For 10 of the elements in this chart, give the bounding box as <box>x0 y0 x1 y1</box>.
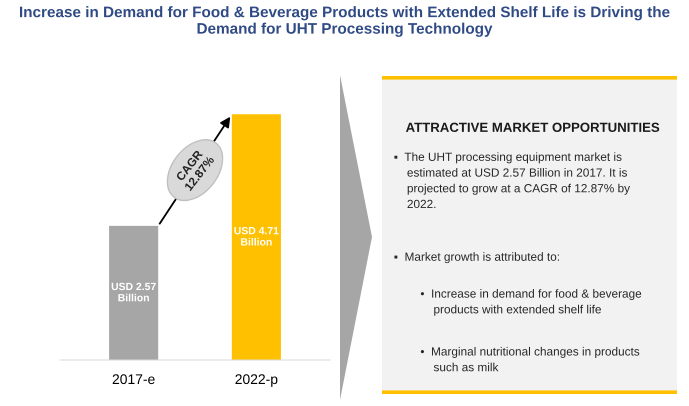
data-label: USD 2.57 Billion <box>112 282 156 302</box>
x-tick-label: 2017-e <box>112 374 155 384</box>
text: ▪ Market growth is attributed to: <box>394 252 559 264</box>
x-tick-label: 2022-p <box>235 374 278 387</box>
text: ATTRACTIVE MARKET OPPORTUNITIES <box>406 122 660 132</box>
data-label: USD 4.71 Billion <box>234 226 279 246</box>
chart-title: Increase in Demand for Food & Beverage Products with Extended Shelf Life is Driving the Demand for UHT Processing Technology <box>20 6 670 37</box>
text: • Increase in demand for food & beverage products with extended shelf life <box>420 289 642 316</box>
text: ▪ The UHT processing equipment market is estimated at USD 2.57 Billion in 2017. It is projected to grow at a CAGR of 12.87% by 2022. <box>394 152 630 208</box>
text: • Marginal nutritional changes in products such as milk <box>420 346 640 372</box>
